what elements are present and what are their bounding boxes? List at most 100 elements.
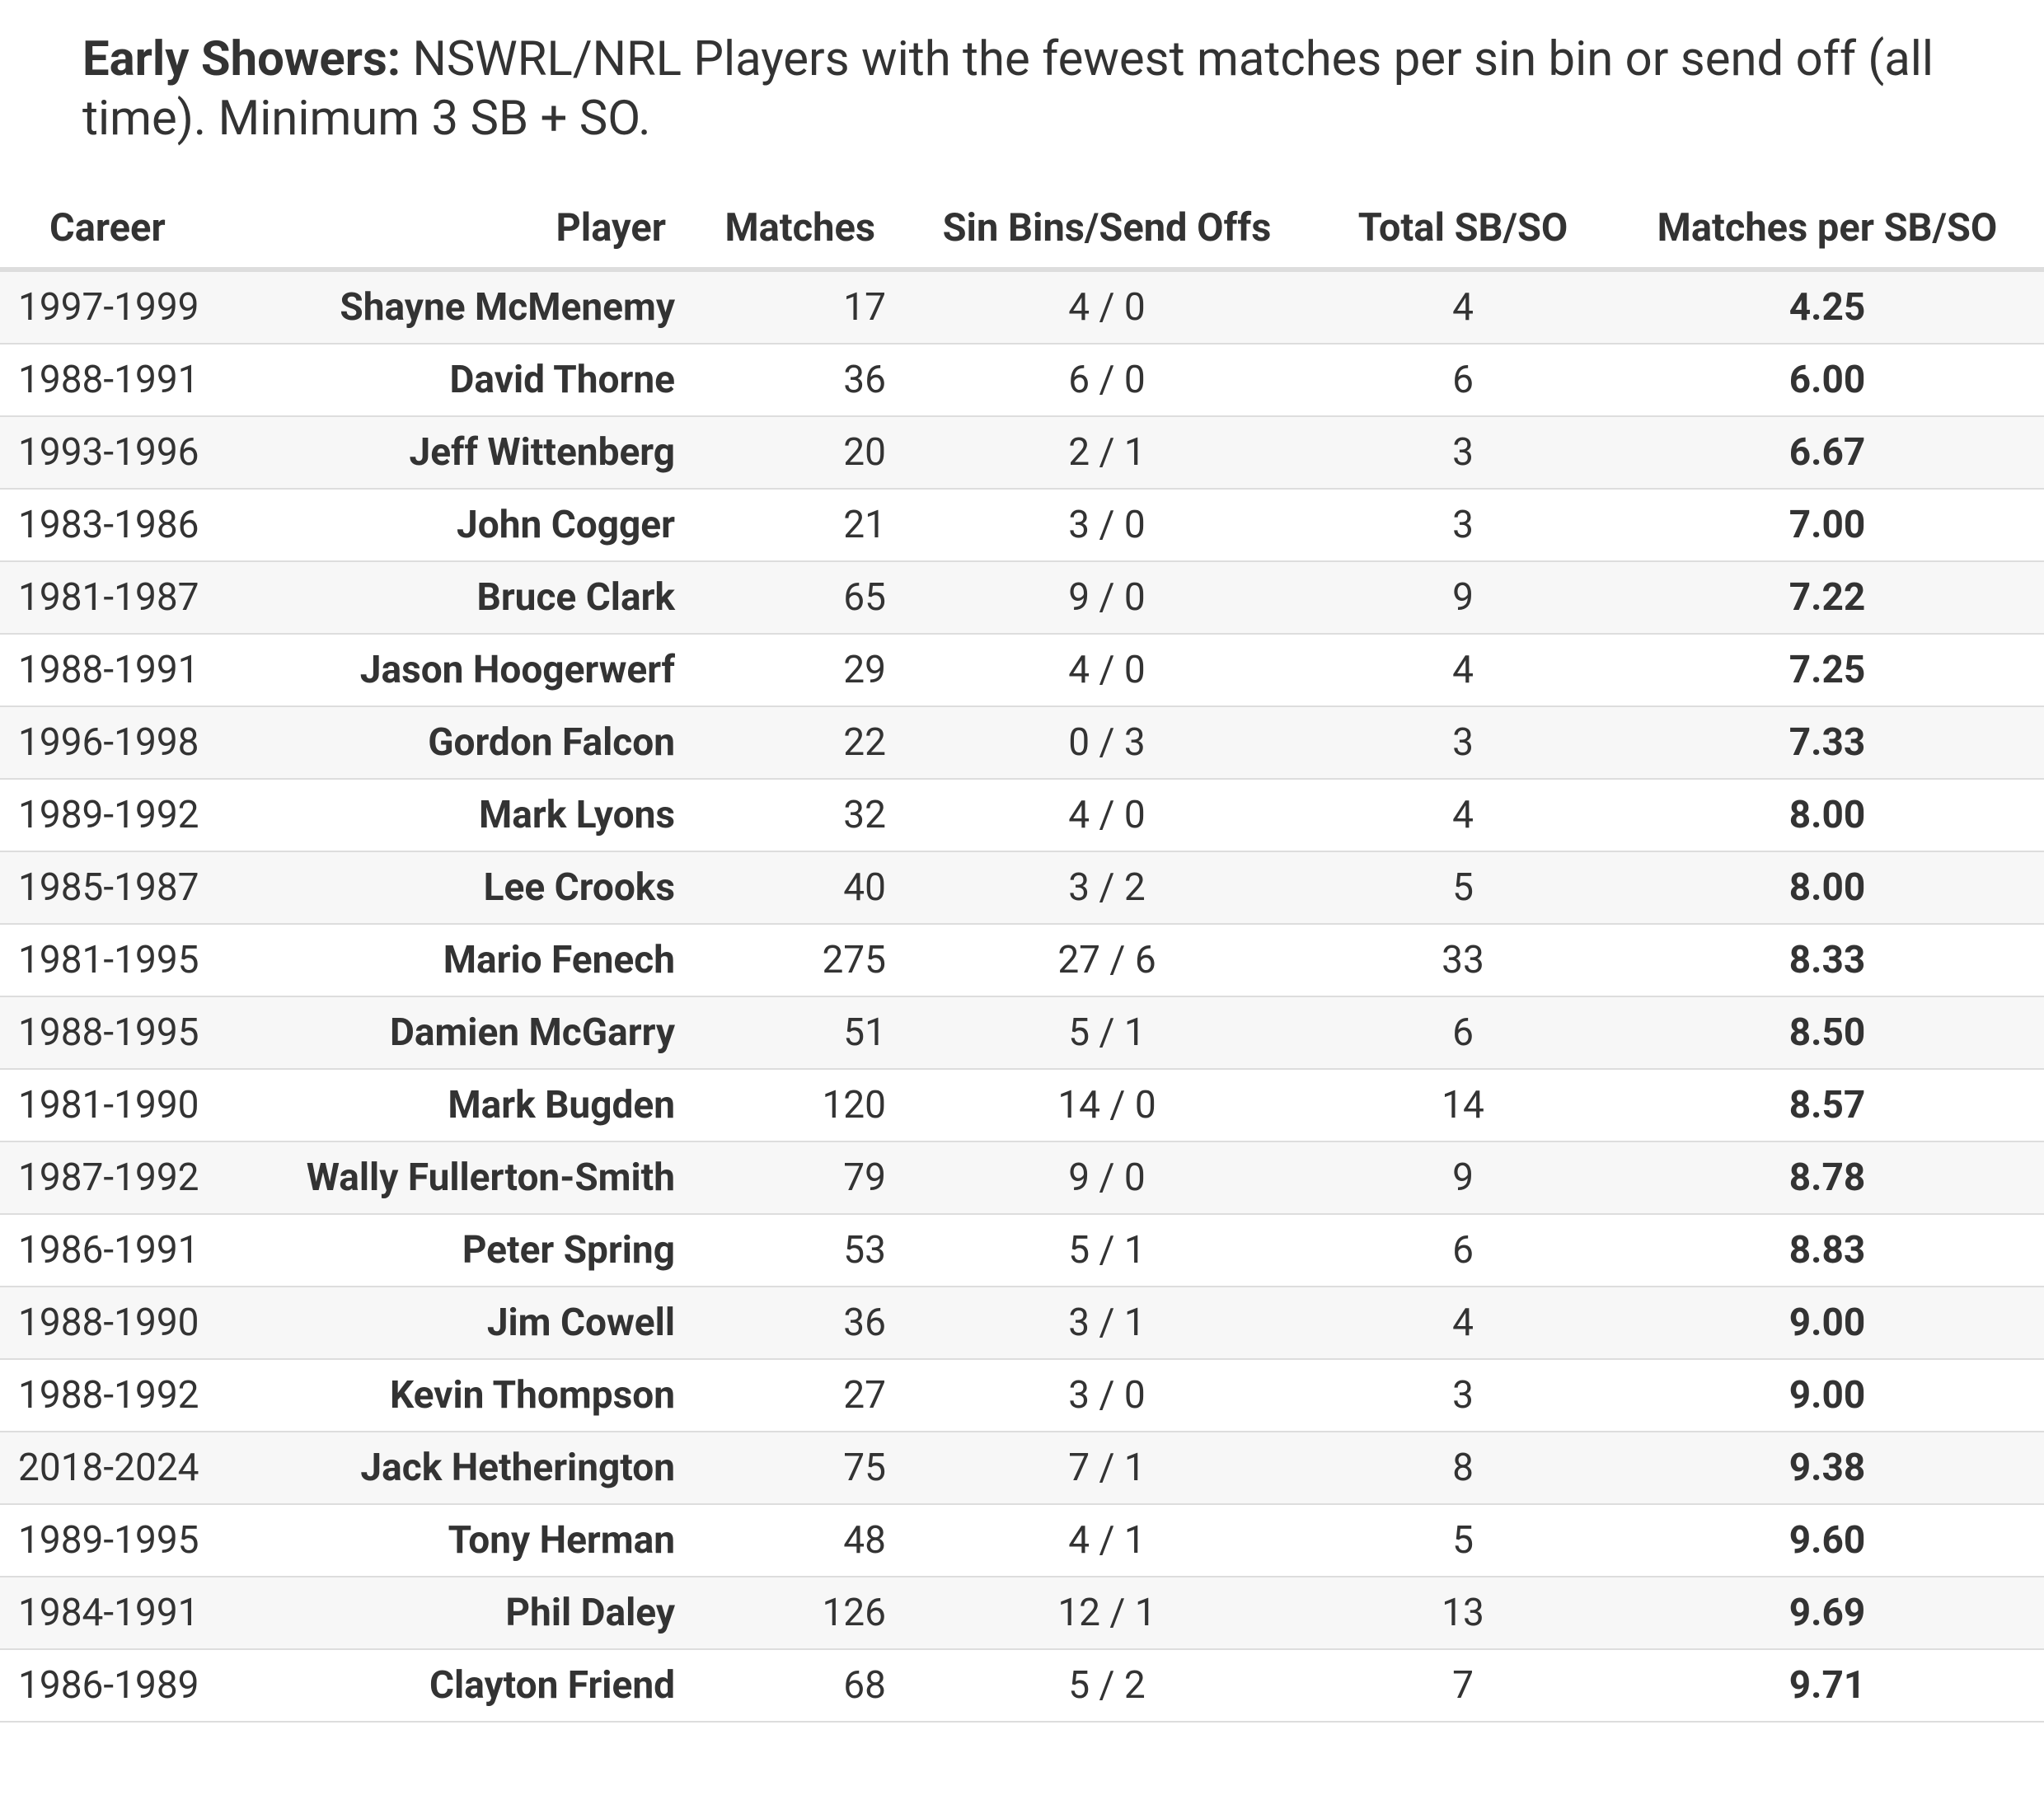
column-header: Matches per SB/SO [1610, 188, 2044, 272]
table-cell: 8.78 [1610, 1141, 2044, 1215]
column-header: Sin Bins/Send Offs [898, 188, 1315, 272]
table-cell: 9 / 0 [898, 561, 1315, 635]
table-cell: 2 / 1 [898, 416, 1315, 490]
table-cell: 17 [684, 270, 898, 345]
table-cell: 1981-1987 [0, 561, 256, 635]
table-cell: 1987-1992 [0, 1141, 256, 1215]
table-row: 1988-1991 David Thorne 36 6 / 0 6 6.00 [0, 344, 2044, 417]
table-cell: 275 [684, 924, 898, 997]
table-cell: 9.00 [1610, 1287, 2044, 1360]
table-cell: Mark Bugden [256, 1069, 684, 1142]
table-row: 1986-1991 Peter Spring 53 5 / 1 6 8.83 [0, 1214, 2044, 1287]
table-cell: John Cogger [256, 489, 684, 562]
title-text: NSWRL/NRL Players with the fewest matche… [82, 31, 1934, 147]
table-cell: 27 / 6 [898, 924, 1315, 997]
table-cell: 1988-1991 [0, 634, 256, 707]
table-cell: Damien McGarry [256, 996, 684, 1070]
table-cell: 3 [1315, 416, 1610, 490]
table-cell: 1988-1991 [0, 344, 256, 417]
table-cell: 22 [684, 706, 898, 780]
table-cell: 68 [684, 1649, 898, 1723]
table-cell: 36 [684, 1287, 898, 1360]
table-row: 1985-1987 Lee Crooks 40 3 / 2 5 8.00 [0, 851, 2044, 925]
table-row: 1981-1987 Bruce Clark 65 9 / 0 9 7.22 [0, 561, 2044, 635]
table-cell: 8.57 [1610, 1069, 2044, 1142]
table-cell: 20 [684, 416, 898, 490]
table-cell: 7.00 [1610, 489, 2044, 562]
title-bold: Early Showers: [82, 31, 401, 87]
table-cell: 6 [1315, 1214, 1610, 1287]
table-cell: Clayton Friend [256, 1649, 684, 1723]
table-cell: Peter Spring [256, 1214, 684, 1287]
table-cell: 1989-1992 [0, 779, 256, 852]
table-cell: 1986-1989 [0, 1649, 256, 1723]
table-row: 1988-1991 Jason Hoogerwerf 29 4 / 0 4 7.25 [0, 634, 2044, 707]
table-cell: 1986-1991 [0, 1214, 256, 1287]
table-cell: 6 [1315, 344, 1610, 417]
table-cell: 65 [684, 561, 898, 635]
table-cell: Gordon Falcon [256, 706, 684, 780]
table-cell: 6 / 0 [898, 344, 1315, 417]
table-cell: 7 [1315, 1649, 1610, 1723]
table-cell: 7.25 [1610, 634, 2044, 707]
table-row: 1984-1991 Phil Daley 126 12 / 1 13 9.69 [0, 1577, 2044, 1650]
table-cell: 5 / 1 [898, 1214, 1315, 1287]
table-cell: 32 [684, 779, 898, 852]
table-cell: 4 / 0 [898, 270, 1315, 345]
table-row: 1997-1999 Shayne McMenemy 17 4 / 0 4 4.25 [0, 270, 2044, 345]
column-header: Player [256, 188, 684, 272]
table-cell: 1988-1990 [0, 1287, 256, 1360]
table-cell: 75 [684, 1432, 898, 1505]
table-cell: 4 [1315, 1287, 1610, 1360]
table-cell: 7.33 [1610, 706, 2044, 780]
table-cell: 4.25 [1610, 270, 2044, 345]
table-cell: 14 [1315, 1069, 1610, 1142]
table-cell: 4 [1315, 270, 1610, 345]
table-cell: 120 [684, 1069, 898, 1142]
table-cell: Lee Crooks [256, 851, 684, 925]
table-cell: 12 / 1 [898, 1577, 1315, 1650]
table-cell: Jeff Wittenberg [256, 416, 684, 490]
column-header: Total SB/SO [1315, 188, 1610, 272]
table-cell: Shayne McMenemy [256, 270, 684, 345]
table-cell: 7 / 1 [898, 1432, 1315, 1505]
table-cell: Tony Herman [256, 1504, 684, 1577]
table-cell: 3 [1315, 706, 1610, 780]
table-row: 1986-1989 Clayton Friend 68 5 / 2 7 9.71 [0, 1649, 2044, 1723]
table-cell: 1996-1998 [0, 706, 256, 780]
table-row: 1988-1992 Kevin Thompson 27 3 / 0 3 9.00 [0, 1359, 2044, 1432]
table-cell: Kevin Thompson [256, 1359, 684, 1432]
table-cell: 3 / 0 [898, 1359, 1315, 1432]
table-cell: 3 / 0 [898, 489, 1315, 562]
table-row: 1981-1995 Mario Fenech 275 27 / 6 33 8.33 [0, 924, 2044, 997]
table-cell: 9.69 [1610, 1577, 2044, 1650]
table-cell: 9.60 [1610, 1504, 2044, 1577]
table-cell: 5 / 2 [898, 1649, 1315, 1723]
table-cell: 1988-1992 [0, 1359, 256, 1432]
table-cell: 1981-1990 [0, 1069, 256, 1142]
table-cell: 40 [684, 851, 898, 925]
table-cell: 9.38 [1610, 1432, 2044, 1505]
table-cell: Phil Daley [256, 1577, 684, 1650]
column-header: Career [0, 188, 256, 272]
table-cell: 4 / 0 [898, 779, 1315, 852]
table-cell: 8.33 [1610, 924, 2044, 997]
table-cell: 8.83 [1610, 1214, 2044, 1287]
table-cell: 9 [1315, 1141, 1610, 1215]
table-row: 1981-1990 Mark Bugden 120 14 / 0 14 8.57 [0, 1069, 2044, 1142]
table-cell: 6 [1315, 996, 1610, 1070]
table-row: 1996-1998 Gordon Falcon 22 0 / 3 3 7.33 [0, 706, 2044, 780]
table-cell: 79 [684, 1141, 898, 1215]
table-row: 1989-1992 Mark Lyons 32 4 / 0 4 8.00 [0, 779, 2044, 852]
table-cell: 29 [684, 634, 898, 707]
table-cell: 4 [1315, 634, 1610, 707]
table-cell: 1993-1996 [0, 416, 256, 490]
table-row: 2018-2024 Jack Hetherington 75 7 / 1 8 9.38 [0, 1432, 2044, 1505]
table: Career Player Matches Sin Bins/Send Offs Tot… [0, 188, 2044, 1723]
table-cell: 1984-1991 [0, 1577, 256, 1650]
table-cell: 21 [684, 489, 898, 562]
table-cell: 8 [1315, 1432, 1610, 1505]
table-cell: 8.00 [1610, 779, 2044, 852]
table-cell: 14 / 0 [898, 1069, 1315, 1142]
table-cell: 6.00 [1610, 344, 2044, 417]
